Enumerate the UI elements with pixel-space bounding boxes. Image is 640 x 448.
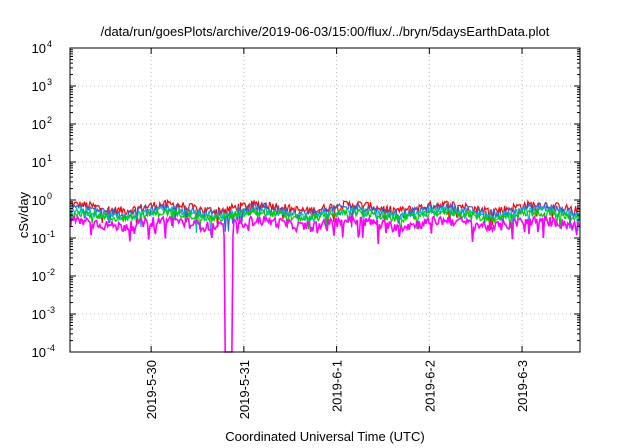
y-axis-label: cSv/day (16, 191, 31, 238)
y-tick-label: 10 (32, 269, 46, 284)
y-tick-label: 10 (32, 345, 46, 360)
series-group (69, 198, 581, 353)
y-tick-exponent: 3 (47, 77, 52, 87)
grid (70, 48, 580, 352)
y-tick-exponent: -2 (47, 267, 55, 277)
y-tick-exponent: 4 (47, 39, 52, 49)
y-tick-label: 10 (32, 155, 46, 170)
x-tick-label: 2019-6-2 (422, 360, 437, 412)
series-line (69, 201, 581, 232)
y-tick-exponent: 1 (47, 153, 52, 163)
y-tick-exponent: -4 (47, 343, 55, 353)
x-tick-label: 2019-6-3 (515, 360, 530, 412)
y-tick-exponent: 2 (47, 115, 52, 125)
y-tick-label: 10 (32, 117, 46, 132)
y-tick-exponent: -1 (47, 229, 55, 239)
y-tick-exponent: -3 (47, 305, 55, 315)
y-tick-label: 10 (32, 307, 46, 322)
x-axis: 2019-5-30 2019-5-31 2019-6-1 2019-6-2 2019-6… (144, 48, 530, 419)
y-tick-label: 10 (32, 193, 46, 208)
series-line (69, 207, 581, 231)
x-tick-label: 2019-6-1 (330, 360, 345, 412)
y-tick-label: 10 (32, 41, 46, 56)
y-tick-label: 10 (32, 231, 46, 246)
chart-title: /data/run/goesPlots/archive/2019-06-03/1… (101, 24, 550, 39)
series-line (69, 213, 581, 353)
x-axis-label: Coordinated Universal Time (UTC) (225, 429, 424, 444)
x-tick-label: 2019-5-30 (144, 360, 159, 419)
y-tick-exponent: 0 (47, 191, 52, 201)
y-tick-label: 10 (32, 79, 46, 94)
x-tick-label: 2019-5-31 (237, 360, 252, 419)
